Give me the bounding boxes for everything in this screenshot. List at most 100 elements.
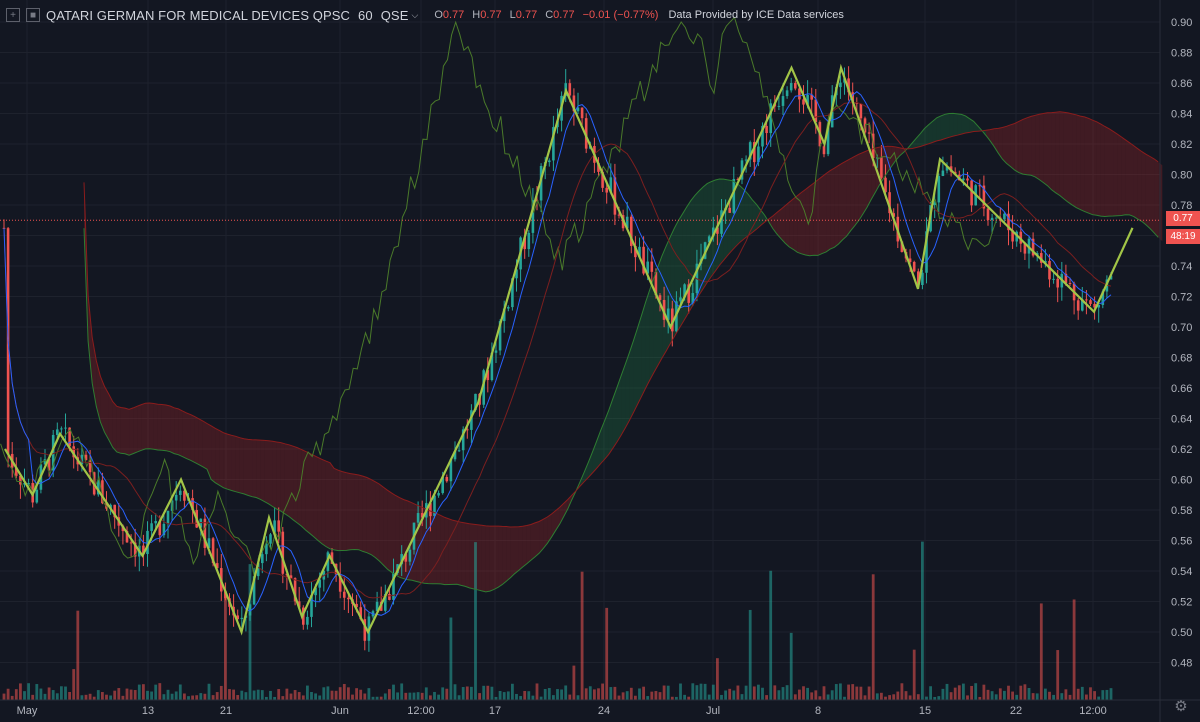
- volume-bar: [19, 683, 22, 700]
- gear-icon[interactable]: ⚙: [1174, 698, 1188, 715]
- legend-header: + ■ QATARI GERMAN FOR MEDICAL DEVICES QP…: [0, 0, 844, 30]
- cloud-segment: [436, 513, 441, 584]
- candle-body: [68, 427, 71, 447]
- volume-bar: [1048, 691, 1051, 700]
- cloud-segment: [649, 277, 654, 381]
- cloud-segment: [629, 340, 634, 421]
- time-tick-label: 12:00: [1079, 705, 1107, 717]
- cloud-segment: [424, 508, 429, 584]
- cloud-segment: [1117, 133, 1122, 216]
- interval-label[interactable]: 60: [358, 7, 373, 23]
- cloud-segment: [801, 189, 806, 255]
- candle-body: [806, 94, 809, 105]
- expand-icon[interactable]: +: [6, 8, 20, 22]
- symbol-name[interactable]: QATARI GERMAN FOR MEDICAL DEVICES QPSC: [46, 7, 351, 23]
- cloud-segment: [526, 524, 531, 564]
- volume-bar: [420, 692, 424, 700]
- cloud-segment: [317, 457, 322, 544]
- volume-bar: [806, 687, 809, 700]
- candle-body: [1007, 213, 1010, 231]
- cloud-segment: [797, 192, 802, 254]
- chevron-down-icon[interactable]: ⌵: [411, 9, 419, 20]
- candle-body: [269, 534, 272, 544]
- volume-bar: [654, 691, 658, 700]
- candle-body: [461, 429, 465, 451]
- volume-bar: [449, 617, 453, 700]
- candle-body: [625, 216, 629, 229]
- candle-body: [129, 542, 133, 544]
- volume-bar: [478, 693, 481, 700]
- candle-body: [150, 523, 153, 531]
- cloud-segment: [252, 439, 257, 498]
- volume-bar: [560, 689, 563, 700]
- volume-bar: [371, 696, 375, 700]
- cloud-segment: [485, 525, 490, 592]
- cloud-segment: [178, 408, 183, 457]
- cloud-segment: [1068, 112, 1073, 205]
- cloud-segment: [1125, 139, 1130, 215]
- volume-bar: [248, 564, 252, 700]
- candle-body: [359, 607, 362, 620]
- volume-bar: [552, 695, 555, 700]
- candle-body: [671, 308, 674, 332]
- cloud-segment: [1035, 114, 1040, 180]
- candle-body: [921, 272, 924, 286]
- cloud-segment: [1063, 112, 1068, 203]
- candle-body: [826, 127, 830, 155]
- volume-bar: [847, 684, 850, 700]
- volume-bar: [765, 695, 768, 700]
- volume-bar: [1019, 685, 1023, 700]
- low-value: L0.77: [509, 9, 538, 21]
- volume-bar: [662, 685, 666, 700]
- volume-bar: [757, 684, 760, 700]
- cloud-segment: [838, 163, 843, 245]
- cloud-segment: [440, 515, 445, 585]
- cloud-segment: [858, 152, 863, 221]
- candle-body: [51, 434, 55, 471]
- candle-body: [732, 178, 736, 213]
- volume-bar: [121, 695, 125, 700]
- candle-body: [416, 513, 420, 523]
- candle-body: [966, 178, 969, 181]
- candle-body: [630, 216, 633, 246]
- cloud-segment: [1121, 136, 1126, 216]
- volume-bar: [732, 690, 736, 700]
- candle-body: [494, 350, 498, 353]
- candle-body: [855, 102, 859, 104]
- cloud-segment: [953, 113, 958, 137]
- cloud-segment: [547, 514, 552, 544]
- cloud-segment: [293, 446, 298, 523]
- volume-bar: [675, 696, 678, 700]
- volume-bar: [863, 695, 867, 700]
- volume-bar: [404, 692, 408, 700]
- cloud-segment: [1104, 126, 1109, 217]
- exchange-label[interactable]: QSE: [380, 7, 409, 23]
- collapse-icon[interactable]: ■: [26, 8, 40, 22]
- volume-bar: [744, 685, 748, 700]
- candle-body: [191, 498, 194, 511]
- time-tick-label: 21: [220, 705, 232, 717]
- cloud-segment: [940, 114, 945, 140]
- candle-body: [744, 159, 748, 161]
- cloud-segment: [994, 128, 999, 154]
- candle-body: [429, 503, 432, 517]
- volume-bar: [798, 689, 801, 700]
- leading-span-a: [83, 112, 1159, 593]
- candle-body: [498, 321, 502, 351]
- price-tick-label: 0.52: [1171, 597, 1192, 609]
- cloud-segment: [699, 187, 704, 296]
- cloud-segment: [1145, 154, 1150, 229]
- candle-body: [654, 271, 658, 296]
- volume-bar: [445, 688, 449, 700]
- volume-bar: [330, 690, 334, 700]
- cloud-segment: [498, 526, 503, 588]
- candle-body: [814, 99, 818, 123]
- cloud-segment: [133, 406, 138, 454]
- candle-body: [945, 166, 949, 171]
- candle-body: [19, 475, 22, 485]
- cloud-segment: [366, 477, 371, 555]
- volume-bar: [379, 696, 383, 700]
- cloud-segment: [444, 517, 449, 585]
- volume-bar: [818, 696, 822, 700]
